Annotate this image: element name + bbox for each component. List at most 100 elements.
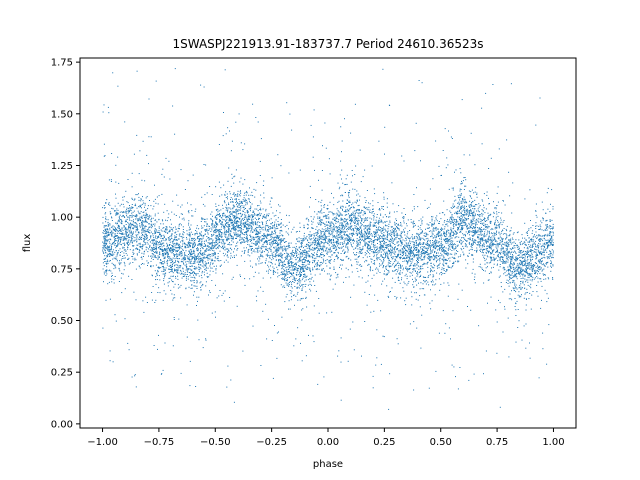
data-point xyxy=(291,290,293,292)
data-point xyxy=(526,239,527,241)
data-point xyxy=(282,240,284,242)
data-point xyxy=(390,248,391,250)
data-point xyxy=(247,230,249,232)
data-point xyxy=(312,136,314,138)
data-point xyxy=(528,244,530,246)
data-point xyxy=(308,260,310,262)
data-point xyxy=(489,245,491,247)
data-point xyxy=(200,289,202,291)
data-point xyxy=(543,252,545,253)
data-point xyxy=(326,215,328,217)
data-point xyxy=(364,244,366,246)
data-point xyxy=(291,273,293,275)
data-point xyxy=(161,235,163,237)
data-point xyxy=(299,255,301,257)
data-point xyxy=(214,244,216,246)
data-point xyxy=(335,230,337,232)
data-point xyxy=(359,255,360,257)
data-point xyxy=(213,246,215,248)
data-point xyxy=(530,220,531,221)
data-point xyxy=(412,222,414,224)
data-point xyxy=(425,234,427,236)
data-point xyxy=(413,281,414,283)
data-point xyxy=(201,246,203,248)
data-point xyxy=(161,242,163,244)
data-point xyxy=(133,227,135,229)
data-point xyxy=(411,251,413,253)
data-point xyxy=(464,220,466,222)
data-point xyxy=(254,213,256,215)
data-point xyxy=(213,247,215,249)
data-point xyxy=(423,258,425,260)
data-point xyxy=(529,241,531,243)
data-point xyxy=(400,232,402,234)
data-point xyxy=(426,242,428,244)
data-point xyxy=(103,225,105,227)
data-point xyxy=(125,250,127,252)
data-point xyxy=(342,244,344,245)
data-point xyxy=(202,261,203,263)
data-point xyxy=(108,202,110,204)
data-point xyxy=(132,236,134,238)
data-point xyxy=(199,252,200,254)
data-point xyxy=(330,259,332,260)
data-point xyxy=(185,265,187,267)
data-point xyxy=(358,224,359,226)
data-point xyxy=(182,213,183,215)
data-point xyxy=(505,248,507,250)
data-point xyxy=(254,230,256,232)
data-point xyxy=(215,186,217,188)
data-point xyxy=(417,225,419,227)
data-point xyxy=(400,251,402,253)
data-point xyxy=(397,276,399,278)
data-point xyxy=(368,241,370,243)
data-point xyxy=(369,253,371,255)
data-point xyxy=(504,306,505,308)
data-point xyxy=(432,178,434,180)
data-point xyxy=(296,274,298,276)
data-point xyxy=(155,237,156,239)
data-point xyxy=(117,241,119,243)
data-point xyxy=(417,262,419,263)
data-point xyxy=(140,204,142,206)
data-point xyxy=(215,230,217,232)
data-point xyxy=(319,223,321,225)
data-point xyxy=(119,260,120,262)
data-point xyxy=(244,251,245,253)
data-point xyxy=(416,244,418,246)
data-point xyxy=(192,271,193,273)
data-point xyxy=(213,245,215,247)
data-point xyxy=(476,250,478,252)
data-point xyxy=(397,256,399,258)
data-point xyxy=(241,237,243,239)
data-point xyxy=(139,242,141,244)
data-point xyxy=(271,244,273,246)
data-point xyxy=(454,244,456,246)
data-point xyxy=(122,273,124,275)
data-point xyxy=(474,250,476,251)
data-point xyxy=(287,248,289,250)
data-point xyxy=(180,235,182,237)
data-point xyxy=(525,309,527,311)
data-point xyxy=(170,223,172,225)
data-point xyxy=(453,226,455,227)
data-point xyxy=(387,262,389,264)
data-point xyxy=(151,225,153,227)
data-point xyxy=(126,228,127,230)
data-point xyxy=(241,201,243,203)
data-point xyxy=(397,255,398,257)
data-point xyxy=(344,211,346,213)
data-point xyxy=(551,266,552,268)
data-point xyxy=(489,238,491,240)
data-point xyxy=(493,256,495,258)
data-point xyxy=(310,124,312,126)
data-point xyxy=(517,327,519,328)
data-point xyxy=(225,191,227,193)
data-point xyxy=(432,281,434,283)
data-point xyxy=(238,204,240,206)
data-point xyxy=(144,221,146,223)
data-point xyxy=(135,231,137,233)
data-point xyxy=(508,285,510,287)
data-point xyxy=(487,230,488,232)
data-point xyxy=(447,242,449,244)
